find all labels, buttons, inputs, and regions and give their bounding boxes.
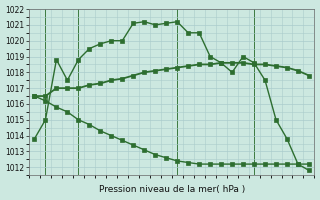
X-axis label: Pression niveau de la mer( hPa ): Pression niveau de la mer( hPa ) [99,185,245,194]
